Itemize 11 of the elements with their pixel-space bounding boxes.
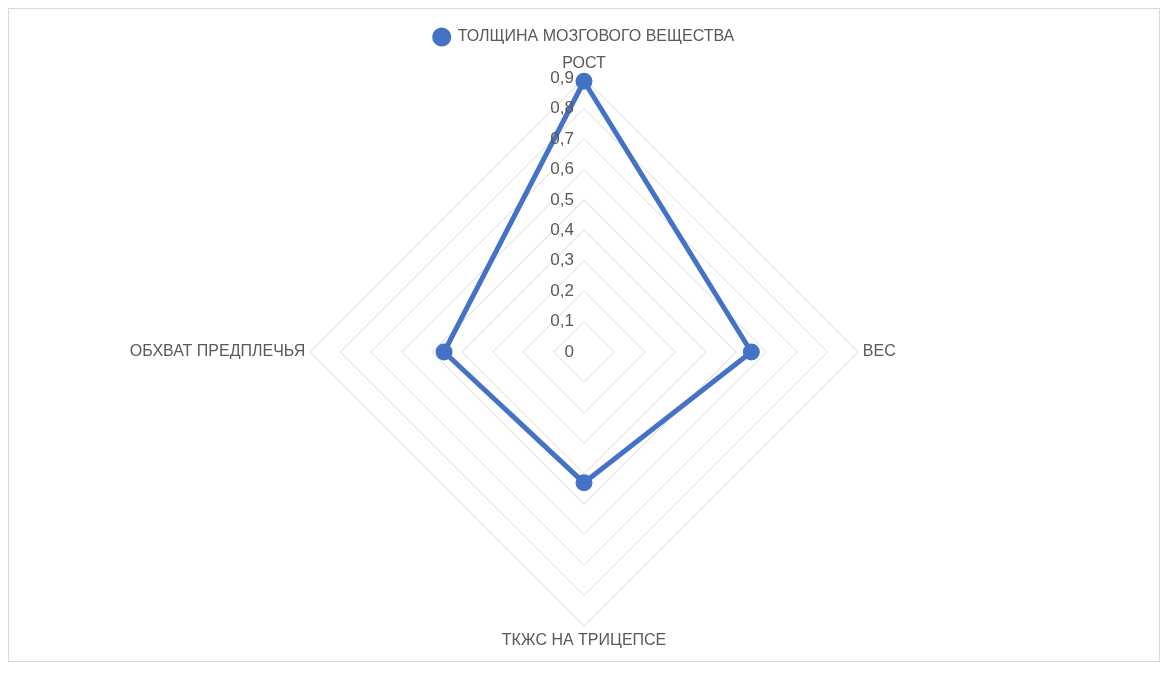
y-tick-label: 0,2 — [550, 280, 574, 300]
spoke-label: ВЕС — [862, 342, 896, 360]
legend-label: ТОЛЩИНА МОЗГОВОГО ВЕЩЕСТВА — [457, 27, 735, 45]
y-tick-label: 0,1 — [550, 311, 574, 331]
y-tick-label: 0,6 — [550, 159, 574, 179]
spoke-label: ТКЖС НА ТРИЦЕПСЕ — [501, 630, 667, 648]
y-tick-label: 0,4 — [550, 220, 574, 239]
y-tick-label: 0,3 — [550, 250, 574, 270]
y-tick-label: 0,5 — [550, 189, 574, 209]
spoke-label: ОБХВАТ ПРЕДПЛЕЧЬЯ — [129, 342, 306, 360]
y-tick-label: 0 — [564, 341, 574, 361]
